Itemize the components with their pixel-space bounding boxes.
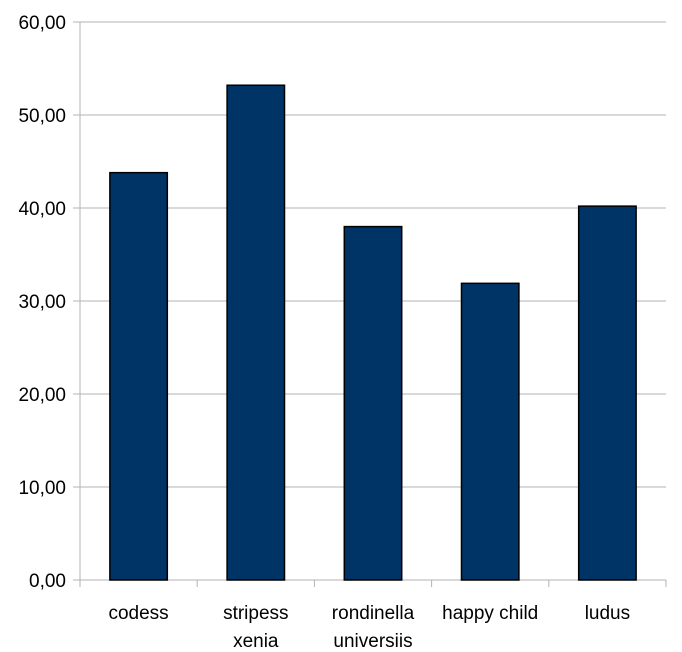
bar [460,282,520,581]
labels: 0,00 10,00 20,00 30,00 40,00 50,00 60,00 codess… [18,13,630,652]
bar [577,205,637,581]
x-tick-label: xenia [233,631,279,652]
x-tick-label: ludus [585,603,630,624]
y-tick-label: 10,00 [18,478,66,499]
y-tick-label: 20,00 [18,385,66,406]
bar [226,84,286,581]
x-tick-label: happy child [442,603,538,624]
x-tick-label: codess [108,603,168,624]
x-tick-label: stripess [223,603,288,624]
y-tick-label: 30,00 [18,292,66,313]
y-tick-label: 60,00 [18,13,66,34]
y-tick-label: 50,00 [18,106,66,127]
y-tick-label: 40,00 [18,199,66,220]
bar [109,171,169,581]
x-tick-label: universiis [333,631,412,652]
y-tick-label: 0,00 [29,571,66,592]
x-tick-label: rondinella [332,603,415,624]
bar [343,225,403,581]
bars [109,84,637,581]
